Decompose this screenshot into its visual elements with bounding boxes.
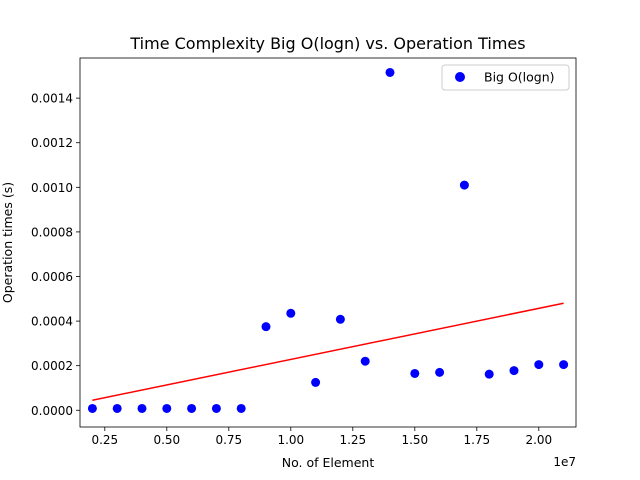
- ticks-layer: 0.25 0.50 0.75 1.00 1.25 1.50 1.75 2.00 0.0000 0.…: [31, 92, 552, 447]
- legend-label: Big O(logn): [484, 70, 555, 85]
- scatter-point: [509, 366, 519, 376]
- scatter-point: [435, 367, 445, 377]
- scatter-point: [484, 369, 494, 379]
- x-tick-label: 2.00: [525, 433, 552, 447]
- scatter-point: [534, 360, 544, 370]
- scatter-point: [360, 356, 370, 366]
- scatter-point: [236, 403, 246, 413]
- x-axis-label: No. of Element: [282, 455, 375, 470]
- y-tick-label: 0.0000: [31, 404, 73, 418]
- axes-frame: [79, 57, 577, 428]
- x-tick-label: 0.25: [91, 433, 118, 447]
- trend-line: [92, 302, 564, 401]
- scatter-point: [559, 360, 569, 370]
- scatter-point: [335, 314, 345, 324]
- marks-layer: [87, 67, 569, 413]
- x-tick-label: 0.75: [215, 433, 242, 447]
- scatter-point: [459, 180, 469, 190]
- scatter-point: [162, 403, 172, 413]
- scatter-point: [211, 403, 221, 413]
- y-tick-label: 0.0006: [31, 270, 73, 284]
- legend: Big O(logn): [441, 64, 570, 91]
- scatter-point: [137, 403, 147, 413]
- y-tick-label: 0.0002: [31, 359, 73, 373]
- y-tick-label: 0.0008: [31, 225, 73, 239]
- scatter-point: [410, 368, 420, 378]
- x-tick-label: 1.50: [401, 433, 428, 447]
- y-tick-label: 0.0004: [31, 315, 73, 329]
- scatter-point: [87, 403, 97, 413]
- legend-marker: [455, 72, 465, 82]
- scatter-point: [311, 377, 321, 387]
- scatter-point: [112, 403, 122, 413]
- x-tick-label: 1.25: [339, 433, 366, 447]
- y-tick-label: 0.0010: [31, 181, 73, 195]
- x-tick-label: 0.50: [153, 433, 180, 447]
- scatter-point: [187, 403, 197, 413]
- x-tick-label: 1.00: [277, 433, 304, 447]
- y-axis-label: Operation times (s): [0, 182, 15, 303]
- scatter-point: [385, 67, 395, 77]
- scatter-point: [286, 308, 296, 318]
- y-tick-label: 0.0012: [31, 136, 73, 150]
- y-tick-label: 0.0014: [31, 92, 73, 106]
- legend-box: [441, 64, 570, 91]
- chart-title: Time Complexity Big O(logn) vs. Operatio…: [129, 34, 525, 53]
- scatter-point: [261, 322, 271, 332]
- x-offset-label: 1e7: [553, 455, 576, 469]
- x-tick-label: 1.75: [463, 433, 490, 447]
- plot-area: [80, 58, 576, 427]
